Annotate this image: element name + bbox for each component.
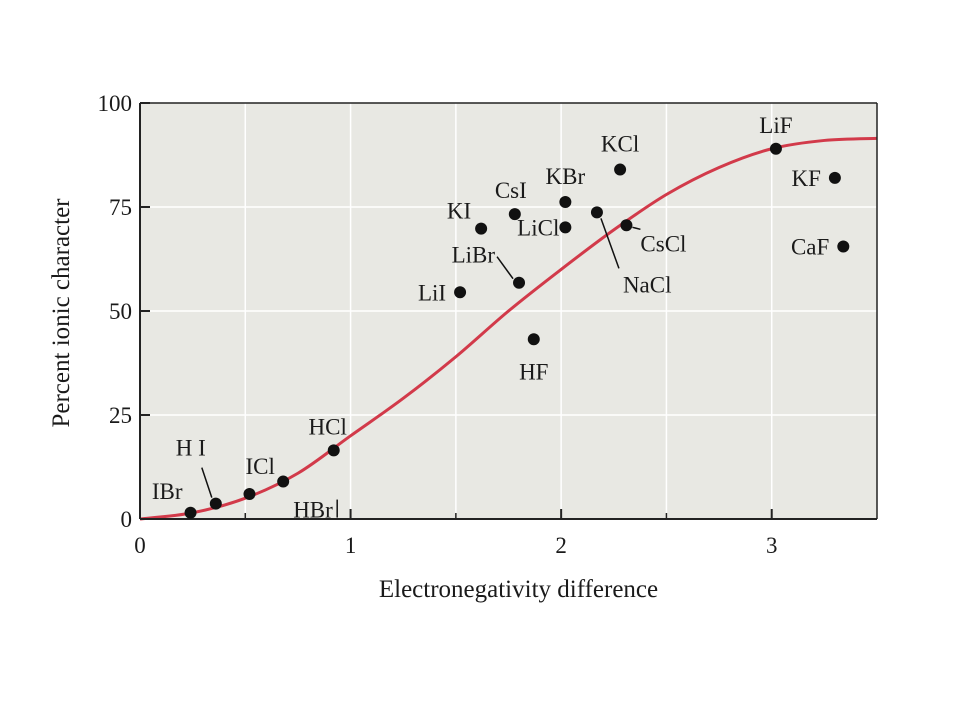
y-tick-label: 75: [109, 195, 132, 220]
data-point: [209, 497, 222, 510]
grid: [140, 103, 877, 519]
data-point: [184, 506, 197, 519]
point-label: HCl: [309, 414, 347, 439]
data-point: [559, 221, 572, 234]
y-tick-label: 0: [121, 507, 133, 532]
point-label: LiI: [418, 280, 446, 305]
data-point: [559, 196, 572, 209]
x-tick-label: 2: [555, 533, 567, 558]
data-point: [828, 171, 841, 184]
leader-line: [600, 218, 620, 269]
point-label: CsI: [495, 178, 527, 203]
ionic-character-curve: [139, 136, 878, 521]
y-axis-title: Percent ionic character: [48, 198, 75, 428]
axes: 0 1 2 3 0 25 50 75 100: [98, 91, 878, 558]
point-label: KBr: [546, 164, 586, 189]
data-point: [769, 142, 782, 155]
point-label: CsCl: [640, 231, 686, 256]
data-point: [454, 286, 467, 299]
data-point: [837, 240, 850, 253]
point-label: KF: [791, 166, 820, 191]
x-tick-label: 1: [345, 533, 357, 558]
x-tick-label: 0: [134, 533, 146, 558]
point-label: H I: [176, 436, 206, 461]
point-label: KI: [447, 199, 471, 224]
data-point: [620, 219, 633, 232]
leader-line: [496, 256, 514, 280]
data-points: [184, 142, 850, 519]
leader-line: [201, 467, 213, 498]
data-point: [475, 222, 488, 235]
point-label: LiCl: [517, 215, 559, 240]
point-label: IBr: [152, 479, 183, 504]
data-point: [277, 475, 290, 488]
data-point: [590, 206, 603, 219]
data-point: [508, 208, 521, 221]
leader-line: [632, 226, 641, 231]
point-labels: IBr H I ICl HBr HCl LiI KI CsI LiBr HF KBr LiCl NaCl…: [152, 113, 829, 523]
point-label: LiF: [759, 113, 792, 138]
data-point: [513, 276, 526, 289]
data-point: [327, 444, 340, 457]
data-point: [527, 333, 540, 346]
data-point: [243, 488, 256, 501]
point-label: CaF: [791, 235, 829, 260]
point-label: ICl: [245, 454, 274, 479]
x-tick-label: 3: [766, 533, 778, 558]
point-label: NaCl: [623, 272, 672, 297]
x-axis-title: Electronegativity difference: [379, 576, 658, 603]
y-tick-label: 50: [109, 299, 132, 324]
point-label: HF: [519, 359, 548, 384]
point-label: HBr: [293, 498, 333, 523]
y-tick-label: 100: [98, 91, 133, 116]
y-tick-label: 25: [109, 403, 132, 428]
point-label: LiBr: [452, 243, 496, 268]
data-point: [614, 163, 627, 176]
point-label: KCl: [601, 132, 639, 157]
